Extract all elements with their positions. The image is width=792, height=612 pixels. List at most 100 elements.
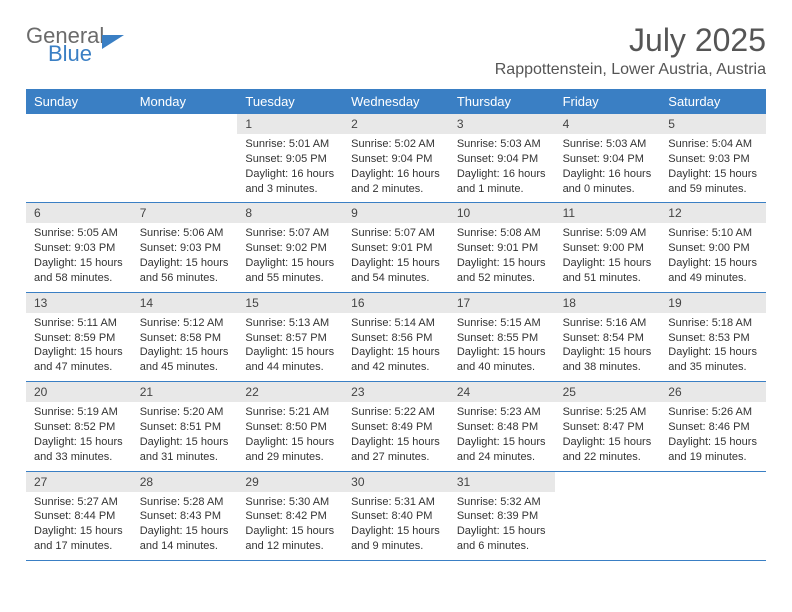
sunset-text: Sunset: 8:58 PM <box>140 331 230 346</box>
week-row: 6Sunrise: 5:05 AMSunset: 9:03 PMDaylight… <box>26 203 766 292</box>
sunset-text: Sunset: 8:52 PM <box>34 420 124 435</box>
day-cell: 29Sunrise: 5:30 AMSunset: 8:42 PMDayligh… <box>237 472 343 560</box>
sunrise-text: Sunrise: 5:07 AM <box>351 226 441 241</box>
daylight-text: Daylight: 15 hours and 44 minutes. <box>245 345 335 375</box>
sunset-text: Sunset: 8:59 PM <box>34 331 124 346</box>
sunset-text: Sunset: 8:44 PM <box>34 509 124 524</box>
sunrise-text: Sunrise: 5:23 AM <box>457 405 547 420</box>
day-number: 20 <box>26 382 132 402</box>
daylight-text: Daylight: 15 hours and 14 minutes. <box>140 524 230 554</box>
sunset-text: Sunset: 8:43 PM <box>140 509 230 524</box>
day-info: Sunrise: 5:03 AMSunset: 9:04 PMDaylight:… <box>449 134 555 202</box>
week-row: 20Sunrise: 5:19 AMSunset: 8:52 PMDayligh… <box>26 382 766 471</box>
day-cell: 26Sunrise: 5:26 AMSunset: 8:46 PMDayligh… <box>660 382 766 470</box>
day-number <box>555 472 661 492</box>
sunset-text: Sunset: 9:04 PM <box>457 152 547 167</box>
day-number: 12 <box>660 203 766 223</box>
day-cell: 8Sunrise: 5:07 AMSunset: 9:02 PMDaylight… <box>237 203 343 291</box>
daylight-text: Daylight: 16 hours and 0 minutes. <box>563 167 653 197</box>
day-cell: 21Sunrise: 5:20 AMSunset: 8:51 PMDayligh… <box>132 382 238 470</box>
day-info: Sunrise: 5:10 AMSunset: 9:00 PMDaylight:… <box>660 223 766 291</box>
day-number: 2 <box>343 114 449 134</box>
day-info: Sunrise: 5:12 AMSunset: 8:58 PMDaylight:… <box>132 313 238 381</box>
title-block: July 2025 Rappottenstein, Lower Austria,… <box>495 22 766 79</box>
day-info: Sunrise: 5:20 AMSunset: 8:51 PMDaylight:… <box>132 402 238 470</box>
sunrise-text: Sunrise: 5:22 AM <box>351 405 441 420</box>
weekday-header: Tuesday <box>237 89 343 114</box>
day-number: 15 <box>237 293 343 313</box>
sunset-text: Sunset: 8:40 PM <box>351 509 441 524</box>
week-row: 1Sunrise: 5:01 AMSunset: 9:05 PMDaylight… <box>26 114 766 203</box>
day-info: Sunrise: 5:06 AMSunset: 9:03 PMDaylight:… <box>132 223 238 291</box>
week-row: 27Sunrise: 5:27 AMSunset: 8:44 PMDayligh… <box>26 472 766 561</box>
day-number: 22 <box>237 382 343 402</box>
day-cell <box>660 472 766 560</box>
header: General Blue July 2025 Rappottenstein, L… <box>26 22 766 79</box>
daylight-text: Daylight: 15 hours and 54 minutes. <box>351 256 441 286</box>
day-number: 31 <box>449 472 555 492</box>
daylight-text: Daylight: 15 hours and 12 minutes. <box>245 524 335 554</box>
day-cell: 1Sunrise: 5:01 AMSunset: 9:05 PMDaylight… <box>237 114 343 202</box>
weekday-header: Wednesday <box>343 89 449 114</box>
day-number: 1 <box>237 114 343 134</box>
sunrise-text: Sunrise: 5:07 AM <box>245 226 335 241</box>
day-cell: 6Sunrise: 5:05 AMSunset: 9:03 PMDaylight… <box>26 203 132 291</box>
month-title: July 2025 <box>495 22 766 59</box>
weekday-header: Saturday <box>660 89 766 114</box>
day-number: 18 <box>555 293 661 313</box>
day-info: Sunrise: 5:25 AMSunset: 8:47 PMDaylight:… <box>555 402 661 470</box>
sunset-text: Sunset: 8:55 PM <box>457 331 547 346</box>
sunset-text: Sunset: 9:04 PM <box>563 152 653 167</box>
day-cell: 2Sunrise: 5:02 AMSunset: 9:04 PMDaylight… <box>343 114 449 202</box>
daylight-text: Daylight: 15 hours and 59 minutes. <box>668 167 758 197</box>
day-info: Sunrise: 5:07 AMSunset: 9:02 PMDaylight:… <box>237 223 343 291</box>
sunrise-text: Sunrise: 5:26 AM <box>668 405 758 420</box>
sunset-text: Sunset: 9:02 PM <box>245 241 335 256</box>
sunset-text: Sunset: 8:42 PM <box>245 509 335 524</box>
daylight-text: Daylight: 15 hours and 27 minutes. <box>351 435 441 465</box>
day-cell: 25Sunrise: 5:25 AMSunset: 8:47 PMDayligh… <box>555 382 661 470</box>
day-cell: 5Sunrise: 5:04 AMSunset: 9:03 PMDaylight… <box>660 114 766 202</box>
day-number: 13 <box>26 293 132 313</box>
sunrise-text: Sunrise: 5:05 AM <box>34 226 124 241</box>
day-number: 16 <box>343 293 449 313</box>
sunrise-text: Sunrise: 5:30 AM <box>245 495 335 510</box>
sunrise-text: Sunrise: 5:28 AM <box>140 495 230 510</box>
day-cell: 12Sunrise: 5:10 AMSunset: 9:00 PMDayligh… <box>660 203 766 291</box>
day-info: Sunrise: 5:31 AMSunset: 8:40 PMDaylight:… <box>343 492 449 560</box>
day-info: Sunrise: 5:11 AMSunset: 8:59 PMDaylight:… <box>26 313 132 381</box>
sunset-text: Sunset: 9:01 PM <box>351 241 441 256</box>
day-cell: 11Sunrise: 5:09 AMSunset: 9:00 PMDayligh… <box>555 203 661 291</box>
sunset-text: Sunset: 8:54 PM <box>563 331 653 346</box>
day-info: Sunrise: 5:23 AMSunset: 8:48 PMDaylight:… <box>449 402 555 470</box>
day-cell: 20Sunrise: 5:19 AMSunset: 8:52 PMDayligh… <box>26 382 132 470</box>
daylight-text: Daylight: 15 hours and 49 minutes. <box>668 256 758 286</box>
day-number: 19 <box>660 293 766 313</box>
sunrise-text: Sunrise: 5:27 AM <box>34 495 124 510</box>
daylight-text: Daylight: 15 hours and 19 minutes. <box>668 435 758 465</box>
day-number <box>132 114 238 134</box>
day-info: Sunrise: 5:26 AMSunset: 8:46 PMDaylight:… <box>660 402 766 470</box>
day-number <box>660 472 766 492</box>
sunrise-text: Sunrise: 5:14 AM <box>351 316 441 331</box>
sunrise-text: Sunrise: 5:18 AM <box>668 316 758 331</box>
day-cell: 9Sunrise: 5:07 AMSunset: 9:01 PMDaylight… <box>343 203 449 291</box>
day-cell: 3Sunrise: 5:03 AMSunset: 9:04 PMDaylight… <box>449 114 555 202</box>
location-text: Rappottenstein, Lower Austria, Austria <box>495 61 766 79</box>
sunset-text: Sunset: 9:01 PM <box>457 241 547 256</box>
day-number: 10 <box>449 203 555 223</box>
sunrise-text: Sunrise: 5:21 AM <box>245 405 335 420</box>
sunset-text: Sunset: 8:51 PM <box>140 420 230 435</box>
sunset-text: Sunset: 8:47 PM <box>563 420 653 435</box>
daylight-text: Daylight: 15 hours and 24 minutes. <box>457 435 547 465</box>
logo-triangle-icon <box>102 35 124 49</box>
sunrise-text: Sunrise: 5:15 AM <box>457 316 547 331</box>
sunrise-text: Sunrise: 5:10 AM <box>668 226 758 241</box>
sunrise-text: Sunrise: 5:25 AM <box>563 405 653 420</box>
sunrise-text: Sunrise: 5:08 AM <box>457 226 547 241</box>
day-number: 24 <box>449 382 555 402</box>
day-info: Sunrise: 5:21 AMSunset: 8:50 PMDaylight:… <box>237 402 343 470</box>
day-info: Sunrise: 5:04 AMSunset: 9:03 PMDaylight:… <box>660 134 766 202</box>
day-number: 28 <box>132 472 238 492</box>
daylight-text: Daylight: 15 hours and 35 minutes. <box>668 345 758 375</box>
